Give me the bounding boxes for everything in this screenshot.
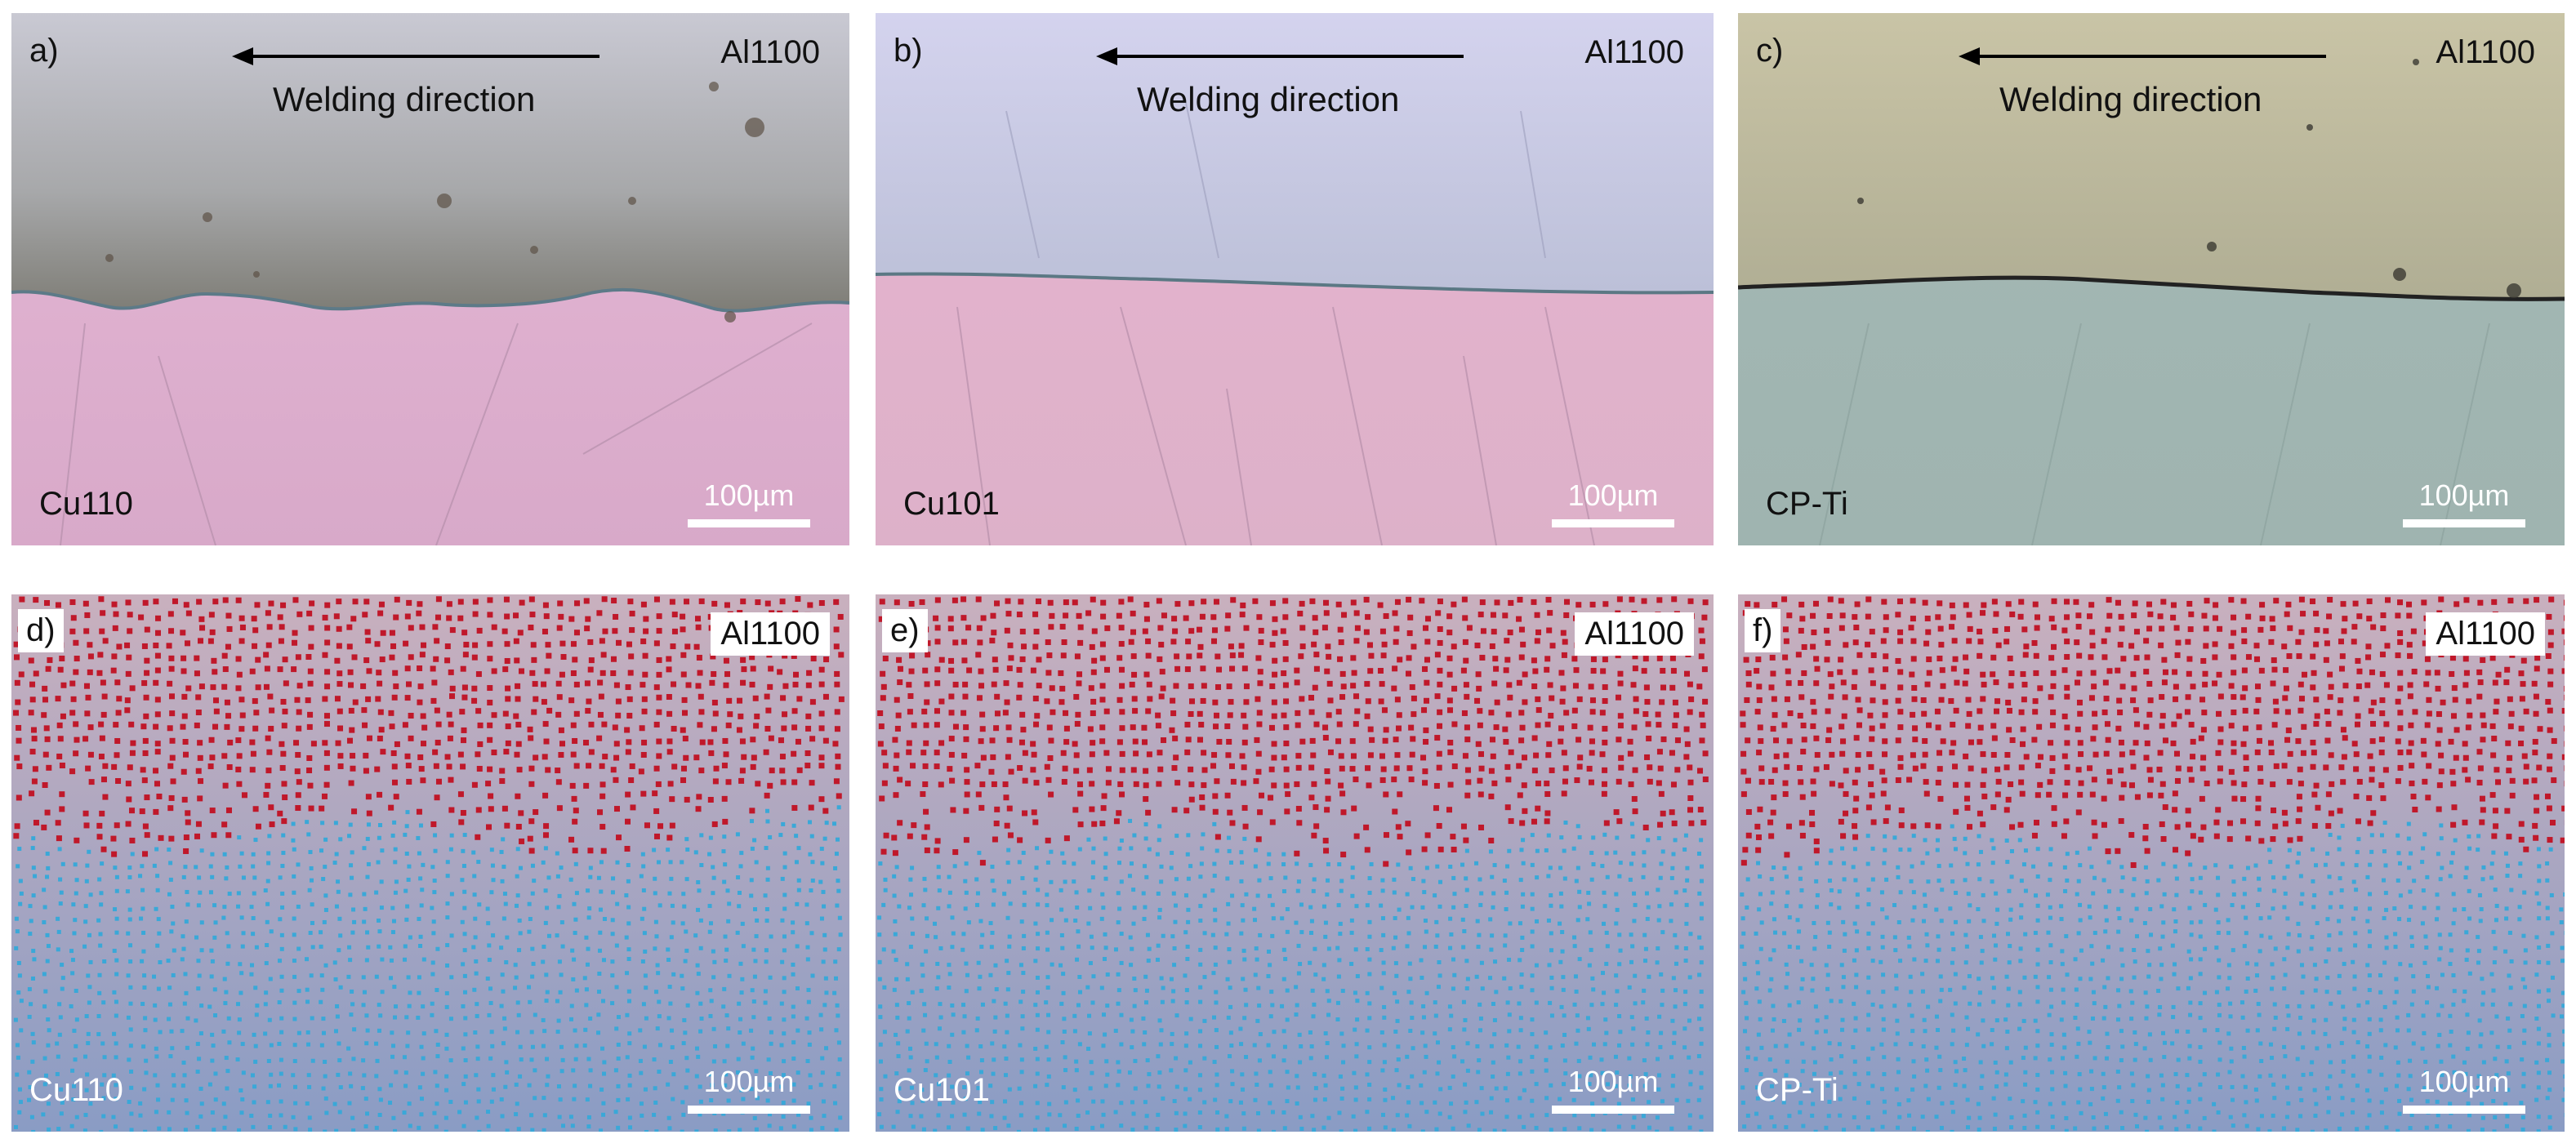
simulation-panel-e: e) Al1100 Cu101 100µm — [876, 594, 1714, 1132]
bottom-material-label: Cu110 — [39, 486, 133, 522]
micrograph-image — [1738, 13, 2565, 545]
bottom-material-label: CP-Ti — [1766, 486, 1848, 522]
scale-bar: 100µm — [2403, 478, 2525, 527]
scale-bar-label: 100µm — [2418, 478, 2510, 512]
scale-bar-line — [688, 519, 810, 527]
scale-bar: 100µm — [1552, 478, 1674, 527]
particle-field — [876, 594, 1714, 1132]
panel-label: c) — [1756, 33, 1784, 69]
scale-bar-line — [1552, 519, 1674, 527]
scale-bar: 100µm — [1552, 1065, 1674, 1114]
scale-bar-label: 100µm — [1567, 1065, 1659, 1098]
micrograph-panel-b: b) Al1100 Welding direction Cu101 100µm — [876, 13, 1714, 545]
scale-bar: 100µm — [688, 1065, 810, 1114]
scale-bar: 100µm — [2403, 1065, 2525, 1114]
welding-direction-label: Welding direction — [1999, 80, 2262, 118]
welding-direction-label: Welding direction — [273, 80, 536, 118]
particle-field — [1738, 594, 2565, 1132]
welding-direction-arrow-icon — [1096, 47, 1464, 65]
micrograph-image — [876, 13, 1714, 545]
panel-label: b) — [894, 33, 923, 69]
top-material-label: Al1100 — [711, 612, 830, 656]
bottom-material-label: Cu101 — [903, 486, 1000, 522]
panel-label: a) — [29, 33, 59, 69]
panel-label: f) — [1745, 609, 1781, 652]
welding-direction-arrow-icon — [1959, 47, 2326, 65]
micrograph-image — [11, 13, 849, 545]
bottom-material-label: Cu110 — [29, 1072, 123, 1108]
scale-bar-line — [2403, 1106, 2525, 1114]
bottom-material-label: Cu101 — [894, 1072, 990, 1108]
top-material-label: Al1100 — [2436, 34, 2535, 70]
scale-bar: 100µm — [688, 478, 810, 527]
top-material-label: Al1100 — [720, 34, 820, 70]
top-material-label: Al1100 — [2426, 612, 2545, 656]
scale-bar-line — [2403, 519, 2525, 527]
scale-bar-line — [1552, 1106, 1674, 1114]
particle-field — [11, 594, 849, 1132]
simulation-panel-f: f) Al1100 CP-Ti 100µm — [1738, 594, 2565, 1132]
micrograph-panel-c: c) Al1100 Welding direction CP-Ti 100µm — [1738, 13, 2565, 545]
bottom-material-label: CP-Ti — [1756, 1072, 1838, 1108]
scale-bar-label: 100µm — [703, 1065, 795, 1098]
welding-direction-label: Welding direction — [1137, 80, 1400, 118]
micrograph-panel-a: a) Al1100 Welding direction Cu110 100µm — [11, 13, 849, 545]
scale-bar-line — [688, 1106, 810, 1114]
top-material-label: Al1100 — [1584, 34, 1684, 70]
scale-bar-label: 100µm — [1567, 478, 1659, 512]
scale-bar-label: 100µm — [2418, 1065, 2510, 1098]
scale-bar-label: 100µm — [703, 478, 795, 512]
panel-label: d) — [18, 609, 64, 652]
welding-direction-arrow-icon — [232, 47, 599, 65]
panel-label: e) — [882, 609, 928, 652]
top-material-label: Al1100 — [1575, 612, 1694, 656]
simulation-panel-d: d) Al1100 Cu110 100µm — [11, 594, 849, 1132]
